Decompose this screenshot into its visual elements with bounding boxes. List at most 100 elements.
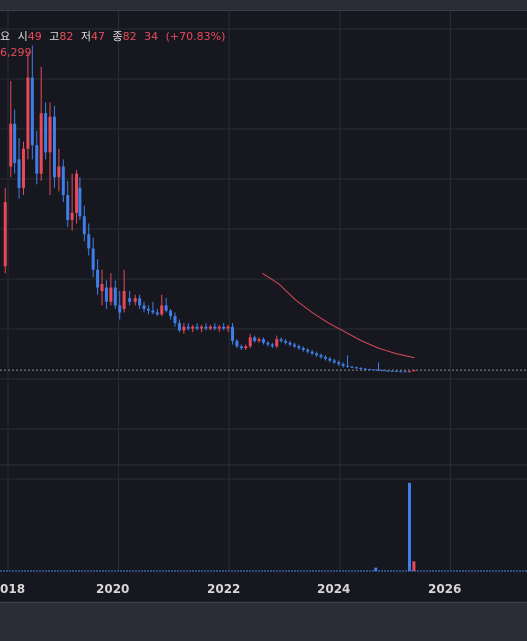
x-axis-label-2018: 018 (0, 582, 26, 596)
legend-prefix: 요 (0, 30, 11, 43)
candle-body (306, 349, 310, 352)
candle-body (390, 370, 394, 372)
candle-body (363, 368, 367, 370)
candle-body (266, 342, 270, 345)
moving-average-line (262, 272, 415, 359)
top-toolbar (0, 0, 527, 11)
candle-body (113, 287, 117, 306)
candle-body (151, 310, 155, 313)
candle-body (57, 166, 61, 178)
volume-bar (412, 561, 416, 571)
candle-body (48, 116, 52, 153)
candle-body (30, 77, 34, 146)
candle-body (146, 308, 150, 311)
candle-body (403, 371, 407, 373)
candle-body (407, 371, 411, 373)
x-axis-label-2022: 2022 (207, 582, 241, 596)
volume-bars (0, 482, 527, 572)
candle-body (182, 326, 186, 331)
x-axis-label-2026: 2026 (428, 582, 462, 596)
candle-body (169, 310, 173, 317)
candle-body (284, 340, 288, 343)
candle-body (288, 342, 292, 345)
candle-body (195, 326, 199, 329)
bottom-toolbar (0, 602, 527, 641)
candles (3, 45, 416, 373)
candle-body (52, 116, 56, 178)
candle-body (235, 340, 239, 347)
candle-body (213, 326, 217, 329)
candle-body (341, 364, 345, 366)
candle-body (332, 360, 336, 363)
candle-body (346, 365, 350, 367)
volume-bar (407, 482, 411, 571)
candle-body (412, 370, 416, 372)
candle-body (257, 339, 261, 341)
x-axis-label-2024: 2024 (317, 582, 351, 596)
candle-body (164, 305, 168, 311)
candle-body (9, 123, 13, 167)
candle-body (204, 326, 208, 329)
candle-body (87, 234, 91, 249)
candle-body (91, 248, 95, 270)
candle-body (372, 369, 376, 371)
candle-body (100, 284, 104, 292)
candle-body (328, 358, 332, 361)
candle-body (17, 159, 21, 188)
candle-body (226, 326, 230, 329)
candle-body (270, 344, 274, 347)
candle-body (350, 366, 354, 368)
candle-body (26, 77, 30, 149)
candle-body (222, 326, 226, 329)
candle-body (155, 312, 159, 315)
candle-body (104, 287, 108, 302)
candle-body (109, 287, 113, 302)
candle-body (208, 326, 212, 329)
volume-bar (374, 567, 378, 571)
candle-body (297, 346, 301, 349)
candle-body (142, 305, 146, 309)
candle-body (138, 298, 142, 306)
candle-body (385, 370, 389, 372)
candle-body (244, 346, 248, 349)
candle-body (323, 356, 327, 359)
candle-body (381, 370, 385, 372)
candle-body (39, 113, 43, 174)
candle-body (310, 351, 314, 354)
candle-body (394, 371, 398, 373)
candle-body (301, 348, 305, 350)
candle-body (173, 316, 177, 324)
chart-panel[interactable]: 요 시49 고82 저47 종82 34 (+70.83%) 6,299 (0, 11, 527, 601)
candle-body (133, 298, 137, 302)
candle-body (122, 291, 126, 309)
candle-body (82, 216, 86, 235)
candle-body (66, 195, 70, 220)
candle-body (368, 369, 372, 371)
price-chart[interactable] (0, 11, 527, 601)
candle-body (354, 367, 358, 369)
candle-body (279, 339, 283, 341)
candle-body (239, 346, 243, 349)
candle-body (78, 187, 82, 217)
candle-body (319, 355, 323, 357)
ma-legend-value: 6,299 (0, 46, 32, 59)
high-value: 82 (59, 30, 74, 43)
candle-body (128, 298, 132, 302)
candle-body (399, 371, 403, 373)
open-label: 시 (17, 30, 28, 43)
candle-body (118, 305, 122, 313)
candle-body (231, 326, 235, 341)
candle-body (377, 369, 381, 371)
candle-body (44, 113, 48, 153)
candle-body (21, 148, 25, 188)
candle-body (261, 339, 265, 343)
candle-body (96, 269, 100, 288)
candle-body (275, 339, 279, 347)
candle-body (3, 202, 7, 267)
candle-body (315, 353, 319, 356)
candle-body (186, 326, 190, 329)
candle-body (359, 368, 363, 370)
low-value: 47 (91, 30, 105, 43)
change-value: 34 (144, 30, 159, 43)
